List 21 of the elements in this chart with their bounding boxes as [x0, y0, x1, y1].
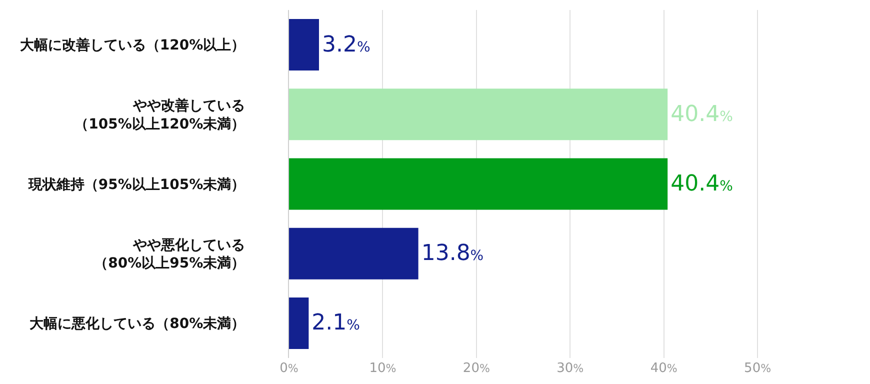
bar: [289, 88, 668, 140]
x-tick-label: 20%: [462, 361, 490, 376]
x-tick-label: 40%: [650, 361, 678, 376]
data-label: 2.1%: [312, 310, 360, 336]
bar: [289, 158, 668, 210]
data-label: 3.2%: [322, 32, 370, 58]
data-label: 13.8%: [421, 241, 484, 266]
y-tick-label: 大幅に改善している（120%以上）: [20, 36, 246, 54]
bar: [289, 19, 319, 71]
y-tick-label: 現状維持（95%以上105%未満）: [27, 176, 246, 193]
x-tick-label: 30%: [556, 361, 584, 376]
bar: [289, 228, 418, 280]
x-tick-label: 10%: [369, 361, 396, 376]
bar: [289, 297, 309, 349]
x-tick-label: 0%: [280, 361, 298, 376]
y-tick-label: やや改善している（105%以上120%未満）: [74, 97, 246, 132]
data-label: 40.4%: [670, 102, 733, 127]
y-tick-label: やや悪化している（80%以上95%未満）: [94, 237, 246, 272]
x-tick-label: 50%: [744, 361, 772, 376]
y-tick-label: 大幅に悪化している（80%未満）: [30, 316, 246, 332]
data-label: 40.4%: [670, 172, 733, 196]
